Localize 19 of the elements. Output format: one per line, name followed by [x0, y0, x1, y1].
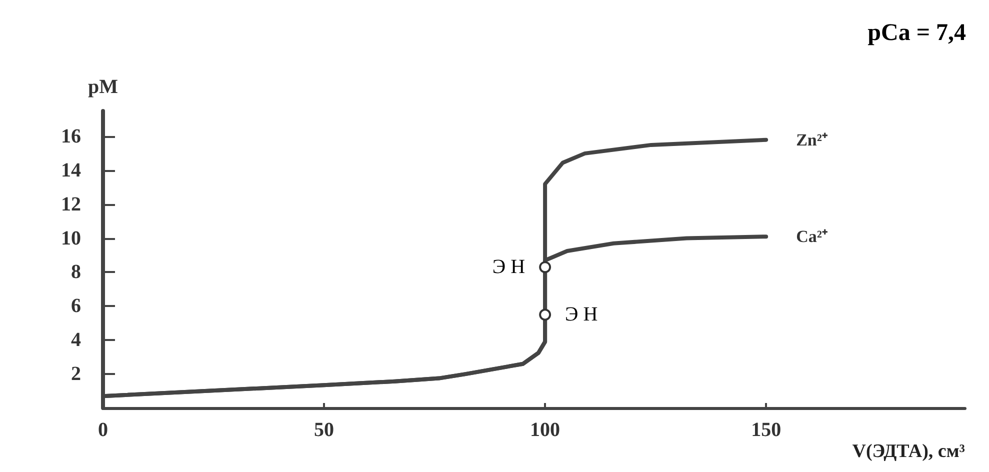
series-label: Ca²⁺ — [796, 227, 828, 246]
x-tick-label: 100 — [530, 419, 560, 441]
chart-title: pCa = 7,4 — [868, 20, 966, 46]
y-tick-label: 12 — [61, 193, 81, 216]
x-tick-label: 150 — [751, 419, 782, 441]
annotation: Э Н — [492, 256, 526, 278]
x-axis-title: V(ЭДТА), см³ — [852, 441, 966, 462]
y-tick-label: 16 — [61, 125, 81, 148]
annotation: Э Н — [565, 304, 598, 326]
x-tick-label: 0 — [98, 419, 108, 441]
y-axis-title: pM — [88, 76, 118, 98]
y-tick-label: 8 — [71, 261, 81, 284]
x-tick-label: 50 — [314, 419, 334, 441]
y-tick-label: 4 — [71, 329, 81, 352]
y-tick-label: 10 — [61, 227, 81, 250]
y-tick-label: 6 — [71, 295, 81, 318]
series-label: Zn²⁺ — [796, 130, 828, 150]
y-tick-label: 2 — [71, 363, 81, 386]
y-tick-label: 14 — [61, 159, 81, 182]
